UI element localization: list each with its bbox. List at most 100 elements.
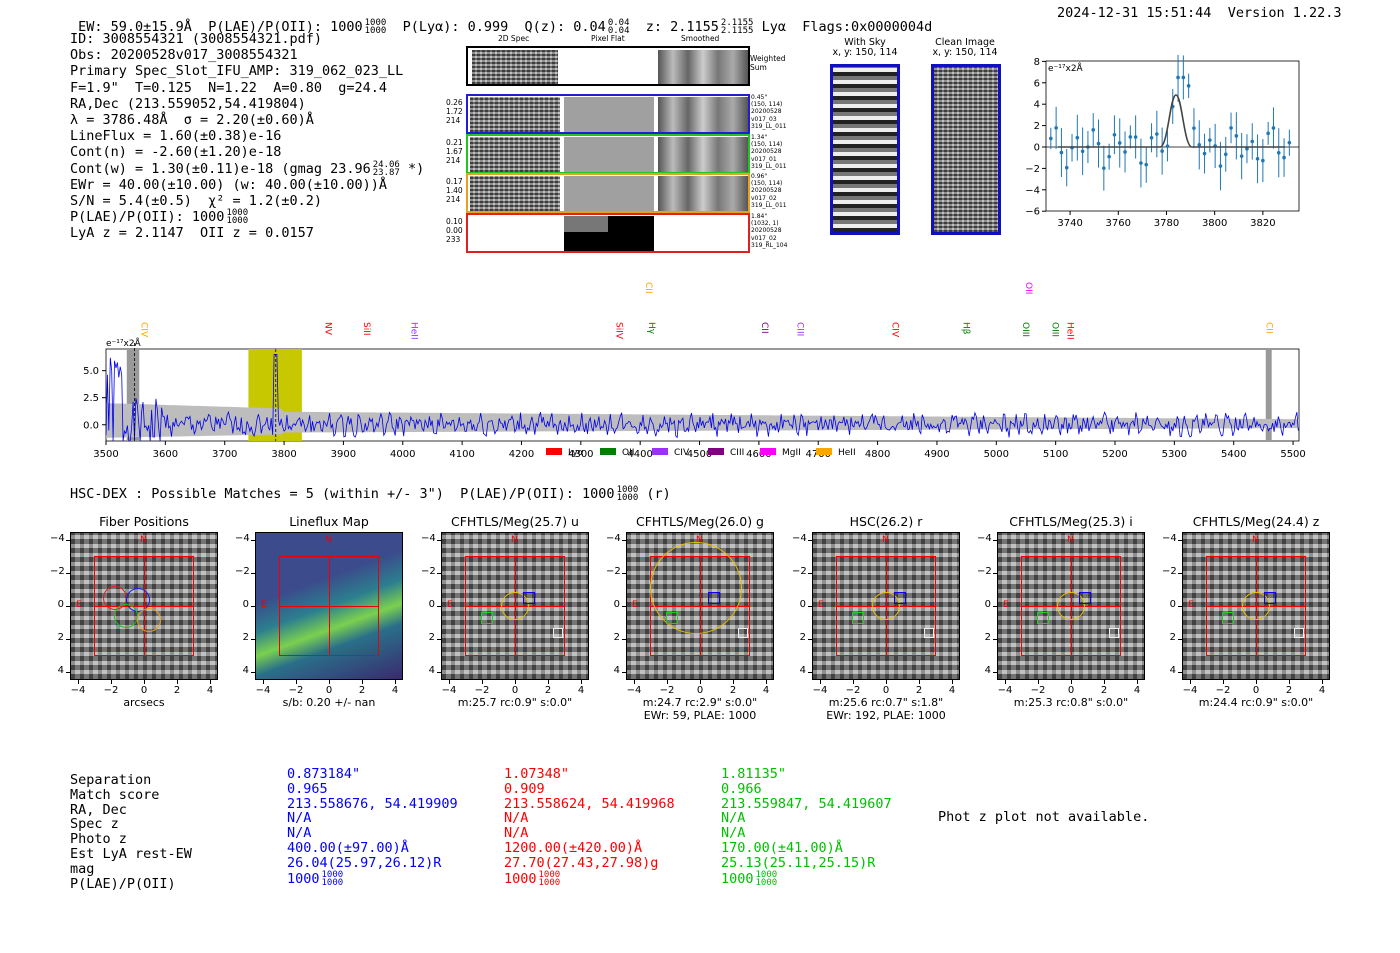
legend-label: CIV — [674, 448, 690, 458]
legend-swatch — [708, 448, 724, 455]
panel-xtick: 2 — [915, 685, 923, 696]
east-label: E — [1188, 600, 1194, 610]
spec-ytick-label: 5.0 — [83, 366, 99, 377]
north-label: N — [325, 535, 332, 545]
zoom-point — [1287, 140, 1292, 145]
panel-caption: m:25.6 rc:0.7" s:1.8" — [828, 696, 944, 709]
match-box-white — [924, 628, 934, 638]
with-sky-title: With Sky x, y: 150, 114 — [832, 37, 898, 58]
line-label-oiii: OIII — [1050, 322, 1060, 337]
spec-xtick-label: 4100 — [449, 449, 474, 460]
panel-title: CFHTLS/Meg(25.7) u — [451, 514, 579, 529]
zoom-point — [1197, 143, 1202, 147]
line-label-heii: HeII — [409, 322, 419, 340]
zoom-point — [1186, 84, 1191, 88]
match-box-blue — [1264, 592, 1276, 604]
panel-xtick: 2 — [1285, 685, 1293, 696]
spec-xtick-label: 3800 — [271, 449, 296, 460]
clean-image — [931, 64, 1001, 235]
zoom-fit-curve — [1058, 94, 1285, 148]
legend-swatch — [600, 448, 616, 455]
datetime: 2024-12-31 15:51:44 — [1057, 5, 1212, 21]
zoom-ytick-label: −4 — [1025, 185, 1040, 196]
panel-xtick: 4 — [948, 685, 956, 696]
panel-ytick: 4 — [1169, 665, 1176, 676]
match-box-green — [1037, 612, 1049, 624]
zoom-xtick-label: 3740 — [1057, 218, 1082, 229]
zoom-ytick-label: −6 — [1025, 207, 1040, 218]
panel-ytick: 2 — [242, 632, 249, 643]
cutout-row-0 — [466, 94, 750, 134]
panel-xtick: 2 — [544, 685, 552, 696]
ellipse-marker — [650, 542, 742, 634]
zoom-ytick-label: 6 — [1034, 78, 1040, 89]
panel-caption-2: EWr: 59, PLAE: 1000 — [643, 709, 757, 722]
east-label: E — [818, 600, 824, 610]
panel-title: Fiber Positions — [99, 514, 189, 529]
line-label-ciii: CIII — [794, 322, 804, 336]
east-label: E — [1003, 600, 1009, 610]
panel-ytick: 4 — [242, 665, 249, 676]
panel-ytick: 0 — [984, 599, 991, 610]
zoom-point — [1064, 165, 1069, 170]
spec-ytick-label: 0.0 — [83, 420, 99, 431]
panel-ytick: 2 — [1169, 632, 1176, 643]
panel-caption: m:24.7 rc:2.9" s:0.0" — [642, 696, 758, 709]
info-contn: Cont(n) = -2.60(±1.20)e-18 — [70, 144, 282, 161]
panel-xtick: 2 — [729, 685, 737, 696]
line-label-cii: CII — [1263, 322, 1273, 334]
zoom-point — [1234, 134, 1239, 138]
panel-ytick: −2 — [606, 566, 621, 577]
line-label-cii: CII — [643, 282, 653, 294]
zoom-point — [1091, 128, 1096, 132]
zoom-ytick-label: −2 — [1025, 164, 1040, 175]
zoom-point — [1165, 144, 1170, 148]
zoom-point — [1208, 138, 1212, 142]
panel-ytick: −2 — [421, 566, 436, 577]
zoom-plot-area — [1045, 60, 1300, 212]
match-box-white — [553, 628, 563, 638]
zoom-point — [1144, 162, 1149, 167]
zoom-point — [1096, 141, 1101, 146]
zoom-point — [1117, 141, 1122, 145]
zoom-chart: e⁻¹⁷x2Å 3740 3760 3780 3800 3820 8 6 4 2 0 −2 −4 −6 — [1025, 55, 1300, 229]
panel-ytick: 0 — [428, 599, 435, 610]
spec-xtick-label: 5500 — [1280, 449, 1305, 460]
spec-xtick-label: 4600 — [746, 449, 771, 460]
spec-xtick-label: 3600 — [153, 449, 178, 460]
zoom-xtick-label: 3780 — [1154, 218, 1179, 229]
zoom-unit: e⁻¹⁷x2Å — [1048, 62, 1084, 74]
datetime-version: 2024-12-31 15:51:44 Version 1.22.3 — [1057, 5, 1342, 21]
panel-xtick: −2 — [474, 685, 490, 696]
spec-xtick-label: 4800 — [865, 449, 890, 460]
zoom-point — [1128, 135, 1133, 139]
line-label-heii: HeII — [1065, 322, 1075, 340]
legend-label: CIII — [730, 448, 744, 458]
panel-ytick: 4 — [57, 665, 64, 676]
match-box-green — [1222, 612, 1234, 624]
spec-xtick-label: 3700 — [212, 449, 237, 460]
spectrum-line — [105, 354, 1299, 442]
zoom-point — [1218, 164, 1223, 168]
north-label: N — [140, 535, 147, 545]
info-contw: Cont(w) = 1.30(±0.11)e-18 (gmag 23.96 24.… — [70, 159, 425, 178]
east-label: E — [76, 600, 82, 610]
line-label-hγ: Hγ — [646, 322, 656, 335]
legend-label: MgII — [782, 448, 801, 458]
spec-xtick-label: 4300 — [568, 449, 593, 460]
panel-xtick: −2 — [659, 685, 675, 696]
panel-xtick: −2 — [1215, 685, 1231, 696]
panel-ytick: −2 — [792, 566, 807, 577]
clean-image-title: Clean Image x, y: 150, 114 — [932, 37, 998, 58]
panel-ytick: 4 — [428, 665, 435, 676]
info-zline: LyA z = 2.1147 OII z = 0.0157 — [70, 225, 314, 242]
panel-title: CFHTLS/Meg(25.3) i — [1009, 514, 1133, 529]
version: Version 1.22.3 — [1227, 5, 1342, 21]
zoom-point — [1181, 75, 1186, 80]
line-label-oiii: OIII — [1020, 322, 1030, 337]
zoom-point — [1112, 132, 1117, 137]
zoom-point — [1160, 149, 1164, 153]
zoom-ytick-label: 8 — [1034, 57, 1040, 68]
zoom-point — [1080, 149, 1085, 154]
spec-xtick-label: 4000 — [390, 449, 415, 460]
